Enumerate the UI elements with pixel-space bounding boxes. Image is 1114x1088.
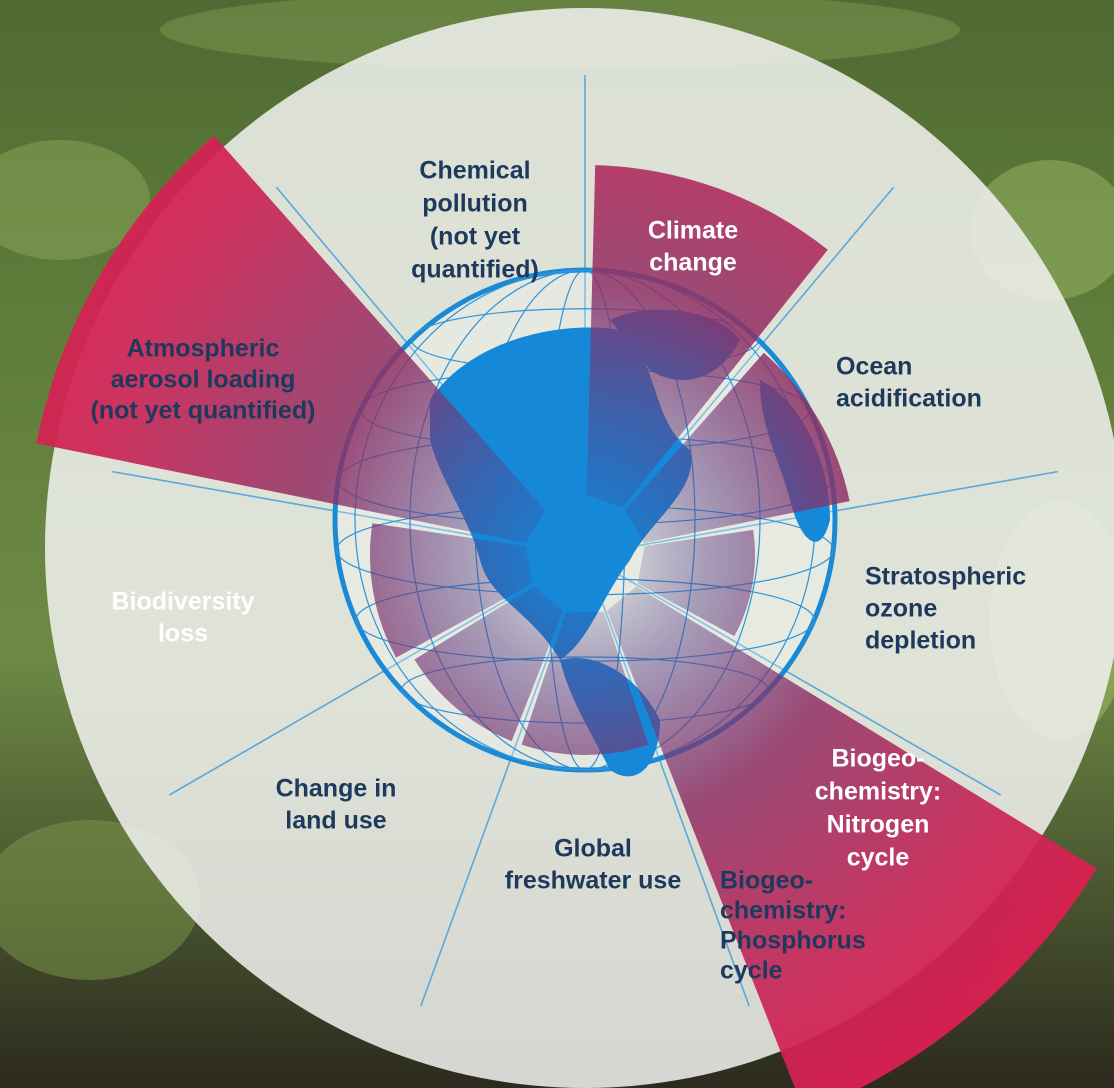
boundary-wedge [606,586,1097,1088]
boundary-label: (not yet [430,223,521,251]
boundary-label: Climate [648,217,738,245]
boundary-label: Chemical [419,157,530,185]
boundary-label: change [649,249,737,277]
boundary-label: ozone [865,595,937,623]
boundary-label: Biogeo- [720,867,813,895]
boundary-wedge [414,586,564,742]
boundary-wedge [36,135,546,544]
boundary-label: chemistry: [720,897,846,925]
boundary-label: depletion [865,627,976,655]
labels: Chemical pollution (not yet quantified) Clim… [91,157,1027,985]
boundary-label: loss [158,620,208,648]
boundary-label: Stratospheric [865,563,1026,591]
boundary-label: cycle [720,957,783,985]
boundary-wedge [624,352,850,544]
boundary-wedge [521,611,649,755]
boundary-label: Biogeo- [831,745,924,773]
spoke [584,554,750,1007]
boundary-wedge [637,529,755,637]
boundary-wedge [370,523,533,658]
boundary-label: Global [554,835,632,863]
boundary-label: acidification [836,385,982,413]
boundary-label: land use [285,807,387,835]
boundary-wedge [586,165,828,509]
boundary-label: Change in [276,775,397,803]
boundary-label: aerosol loading [111,366,296,394]
boundary-label: Ocean [836,353,912,381]
boundary-label: (not yet quantified) [91,397,316,425]
wedges [36,135,1097,1088]
spoke [584,554,1002,796]
boundary-label: chemistry: [815,778,941,806]
boundary-label: freshwater use [505,867,682,895]
boundary-label: Atmospheric [127,335,280,363]
boundary-label: quantified) [411,256,539,284]
boundary-label: pollution [422,190,528,218]
boundary-label: Phosphorus [720,927,866,955]
boundary-label: Nitrogen [827,811,930,839]
boundary-label: Biodiversity [111,588,254,616]
boundary-label: cycle [847,844,910,872]
